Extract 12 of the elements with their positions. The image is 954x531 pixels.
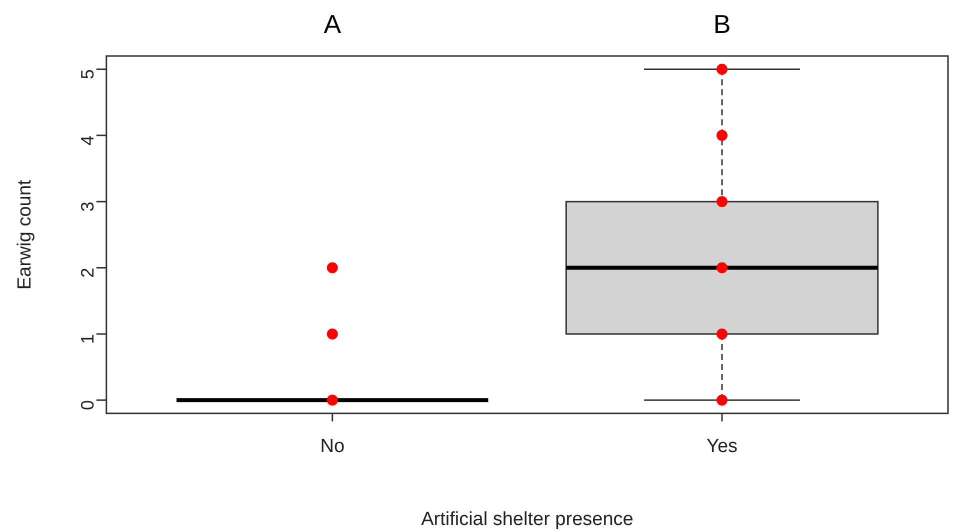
- text: A: [324, 9, 342, 40]
- x-axis-title: Artificial shelter presence: [421, 508, 634, 530]
- x-tick-label: No: [320, 436, 345, 458]
- y-tick-label: 2: [77, 268, 98, 278]
- y-tick-label: 5: [77, 69, 98, 80]
- y-tick-label: 3: [77, 202, 98, 212]
- text: B: [713, 9, 731, 40]
- y-tick-label: 0: [77, 400, 98, 410]
- y-tick-label: 4: [77, 135, 98, 146]
- y-axis-title: Earwig count: [14, 179, 36, 290]
- x-tick-label: Yes: [706, 436, 738, 458]
- y-tick-label: 1: [77, 334, 98, 344]
